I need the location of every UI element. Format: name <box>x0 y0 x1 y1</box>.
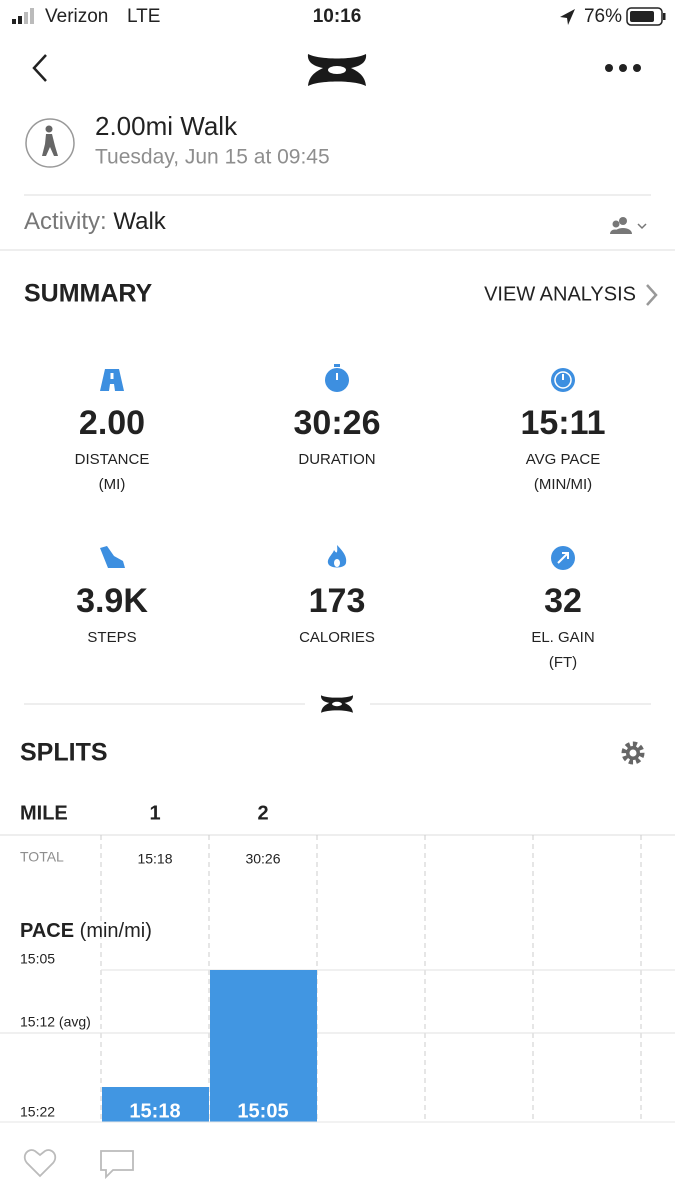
gauge <box>554 371 572 389</box>
y-tick-label: 15:05 <box>20 951 55 967</box>
location-icon <box>560 9 575 25</box>
stat-value: 32 <box>544 582 582 620</box>
privacy-button[interactable] <box>610 217 647 234</box>
bar-label: 15:18 <box>129 1100 180 1122</box>
stat-icon <box>551 546 575 570</box>
stat: 30:26 DURATION <box>294 364 381 468</box>
stat-unit: (MI) <box>99 476 126 493</box>
stat: 2.00 DISTANCE (MI) <box>75 369 150 493</box>
bar <box>102 1087 209 1123</box>
stat-label: DURATION <box>298 451 375 468</box>
bar-label: 15:05 <box>237 1100 288 1122</box>
flame-icon <box>327 545 347 568</box>
stat-value: 30:26 <box>294 404 381 442</box>
stat-label: AVG PACE <box>526 451 600 468</box>
stat-value: 173 <box>309 582 366 620</box>
footer <box>0 1122 675 1200</box>
stat-icon <box>327 545 347 568</box>
split-total: 15:18 <box>137 851 172 867</box>
column-lines <box>100 835 642 1122</box>
stat-value: 3.9K <box>76 582 148 620</box>
total-label: TOTAL <box>20 849 64 865</box>
like-button[interactable] <box>23 1149 57 1178</box>
network: LTE <box>127 6 160 27</box>
split-total: 30:26 <box>245 851 280 867</box>
summary-title: SUMMARY <box>24 280 153 308</box>
time: 10:16 <box>313 6 362 27</box>
arrow <box>557 552 569 564</box>
pace-label: PACE <box>20 920 74 942</box>
y-tick-label: 15:12 (avg) <box>20 1014 91 1030</box>
stat-value: 2.00 <box>79 404 145 442</box>
settings-button[interactable] <box>621 741 645 765</box>
mile-number: 1 <box>149 802 160 824</box>
stat-icon <box>100 546 125 568</box>
stat-label: STEPS <box>87 629 136 646</box>
stat-icon <box>325 364 349 392</box>
battery-level: 76% <box>584 6 622 27</box>
stat: 15:11 AVG PACE (MIN/MI) <box>520 368 606 493</box>
stat: 173 CALORIES <box>299 545 375 646</box>
view-analysis-link[interactable]: VIEW ANALYSIS <box>484 283 636 305</box>
back-button[interactable] <box>32 54 47 82</box>
y-tick-label: 15:22 <box>20 1104 55 1120</box>
stat-value: 15:11 <box>520 404 605 442</box>
stat-unit: (MIN/MI) <box>534 476 592 493</box>
signal <box>12 8 34 24</box>
activity-date: Tuesday, Jun 15 at 09:45 <box>95 146 330 169</box>
activity-value: Walk <box>113 208 166 235</box>
pace-title: PACE (min/mi) <box>20 920 152 942</box>
stat-label: EL. GAIN <box>531 629 594 646</box>
brand-logo <box>307 54 367 86</box>
activity-title: 2.00mi Walk <box>95 111 238 141</box>
mile-number: 2 <box>257 802 268 824</box>
splits-table: 1 2 15:18 30:26 15:05 15:12 (avg) 15:22 15:18 15… <box>0 802 675 1124</box>
stat-icon <box>100 369 124 391</box>
stopwatch-top <box>334 364 340 367</box>
stat: 32 EL. GAIN (FT) <box>531 546 595 671</box>
stats: 2.00 DISTANCE (MI) 30:26 DURATION 15:11 AVG PA… <box>75 364 606 671</box>
more-button[interactable] <box>605 64 641 72</box>
stat-label: DISTANCE <box>75 451 150 468</box>
activity-label: Activity: <box>24 208 107 235</box>
road-icon <box>100 369 124 391</box>
comment-button[interactable] <box>100 1150 134 1180</box>
shoe-icon <box>100 546 125 568</box>
battery-icon <box>626 7 666 26</box>
brand-logo-small <box>320 695 354 713</box>
activity-icon <box>25 118 75 168</box>
stat-unit: (FT) <box>549 654 577 671</box>
flame-core <box>334 559 340 567</box>
activity-type: Activity: Walk <box>24 208 167 235</box>
splits-title: SPLITS <box>20 739 108 767</box>
chevron <box>646 284 658 306</box>
bar <box>210 970 317 1123</box>
road-mark <box>110 373 114 379</box>
mile-header: MILE <box>20 802 68 824</box>
stat-label: CALORIES <box>299 629 375 646</box>
stat-icon <box>551 368 575 392</box>
carrier: Verizon <box>45 6 108 27</box>
pace-unit: (min/mi) <box>80 920 152 942</box>
stat: 3.9K STEPS <box>76 546 148 646</box>
